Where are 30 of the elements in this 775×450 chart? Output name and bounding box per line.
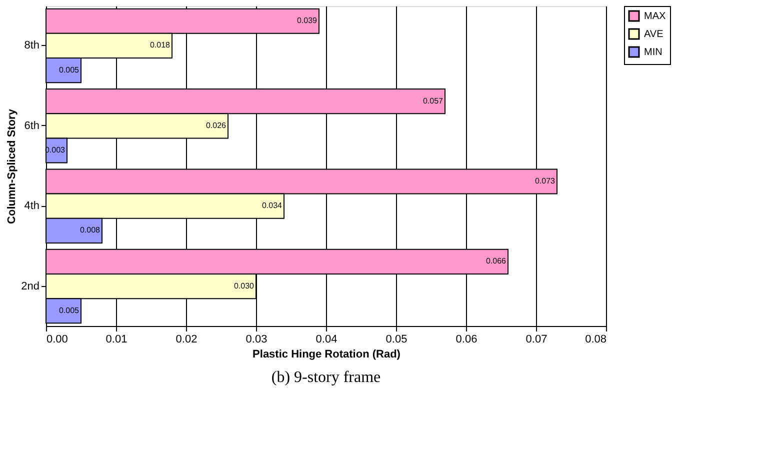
text: 0.005 bbox=[58, 65, 79, 74]
text: 0.034 bbox=[262, 201, 282, 210]
legend-label: MAX bbox=[644, 11, 666, 22]
x-tick-label: 0.05 bbox=[386, 334, 408, 346]
x-tick-label: 0.08 bbox=[585, 334, 606, 346]
text: 0.039 bbox=[296, 16, 317, 26]
text: (b) 9-story frame bbox=[271, 369, 381, 386]
y-tick-label: 6th bbox=[24, 120, 40, 132]
text: 0.066 bbox=[486, 256, 506, 266]
text: 0.026 bbox=[206, 120, 226, 130]
text: 0.008 bbox=[80, 226, 100, 235]
text: 0.005 bbox=[58, 306, 79, 315]
y-tick-label: 2nd bbox=[21, 280, 40, 292]
x-tick-label: 0.06 bbox=[456, 334, 478, 346]
x-tick-label: 0.03 bbox=[246, 334, 268, 346]
text: 0.073 bbox=[534, 176, 555, 186]
text: 0.057 bbox=[422, 96, 443, 106]
y-axis-title: Column-Spliced Story bbox=[6, 108, 18, 224]
x-tick-label: 0.07 bbox=[526, 334, 548, 346]
text: 0.030 bbox=[234, 281, 254, 290]
x-axis-title: Plastic Hinge Rotation (Rad) bbox=[252, 348, 401, 360]
legend-label: AVE bbox=[644, 29, 664, 40]
x-tick-label: 0.00 bbox=[46, 334, 68, 346]
x-tick-label: 0.01 bbox=[106, 334, 128, 346]
y-tick-label: 8th bbox=[24, 40, 40, 52]
text: 0.018 bbox=[150, 40, 170, 50]
x-tick-label: 0.04 bbox=[316, 334, 338, 346]
legend-label: MIN bbox=[644, 47, 662, 58]
x-tick-label: 0.02 bbox=[176, 334, 198, 346]
y-tick-label: 4th bbox=[24, 200, 40, 212]
